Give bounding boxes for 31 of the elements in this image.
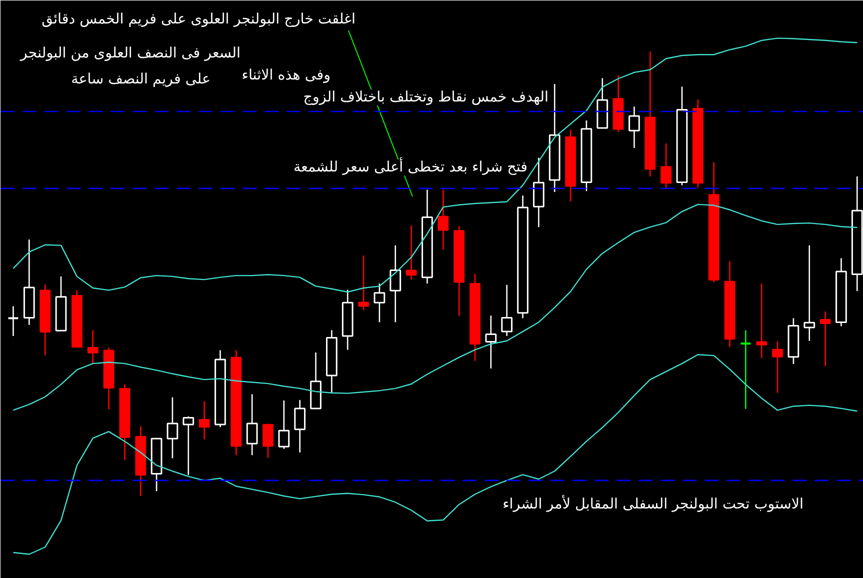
ref-line-label: فتح شراء بعد تخطى أعلى سعر للشمعة — [293, 156, 528, 176]
candlestick — [628, 106, 640, 149]
candlestick — [756, 282, 768, 359]
candlestick — [374, 282, 386, 323]
candlestick — [246, 394, 258, 456]
candlestick — [406, 224, 417, 280]
annotation: على فريم النصف ساعة — [71, 72, 211, 88]
ref-line-label: الهدف خمس نقاط وتختلف باختلاف الزوج — [303, 90, 548, 106]
candlestick — [485, 314, 497, 370]
text: اغلقت خارج البولنجر العلوى على فريم الخمس دقائق — [42, 12, 356, 28]
candlestick — [740, 330, 752, 410]
annotation: وفى هذه الاثناء — [242, 68, 331, 84]
candlestick — [166, 396, 178, 459]
candlestick — [358, 254, 369, 311]
candlestick — [7, 306, 20, 337]
candlestick — [660, 142, 672, 189]
candlestick — [278, 400, 290, 450]
candlestick — [820, 310, 831, 367]
candlestick — [198, 400, 210, 440]
annotation: السعر فى النصف العلوى من البولنجر — [19, 46, 241, 62]
candlestick — [804, 244, 816, 342]
candlestick — [294, 399, 306, 454]
candlestick — [772, 340, 783, 394]
candlestick — [532, 157, 544, 228]
candlestick — [390, 244, 402, 323]
candlestick — [87, 330, 98, 364]
candlestick — [501, 284, 513, 337]
candlestick — [438, 189, 449, 250]
ref-line-label: الاستوب تحت البولنجر السفلى المقابل لأمر الشراء — [502, 494, 804, 512]
candlestick — [182, 416, 194, 476]
candlestick — [262, 422, 274, 458]
